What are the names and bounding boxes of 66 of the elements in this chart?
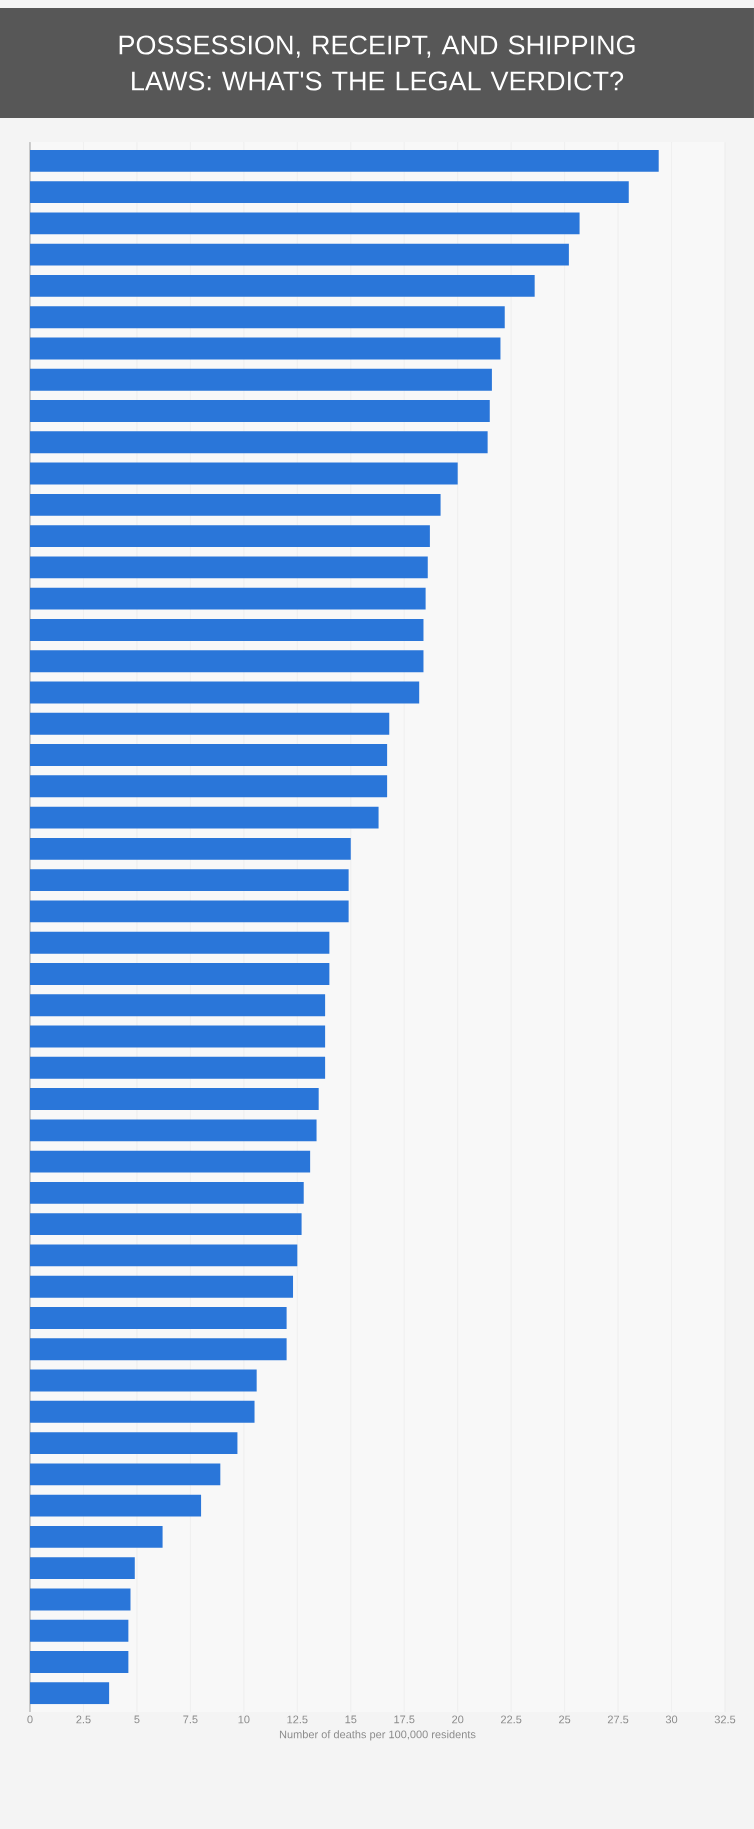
bar bbox=[30, 1088, 319, 1110]
x-tick-label: 30 bbox=[665, 1715, 678, 1724]
bar bbox=[30, 274, 535, 297]
bar bbox=[30, 744, 388, 766]
bar bbox=[30, 243, 569, 266]
x-tick-label: 0 bbox=[27, 1715, 33, 1724]
bar bbox=[30, 1494, 202, 1517]
bar bbox=[30, 931, 330, 954]
x-tick-label: 7.5 bbox=[183, 1715, 198, 1724]
bar bbox=[30, 1244, 298, 1267]
bar bbox=[30, 681, 420, 704]
bar bbox=[30, 1213, 302, 1236]
bar bbox=[30, 1307, 287, 1329]
x-tick-label: 10 bbox=[238, 1715, 250, 1724]
x-tick-label: 27.5 bbox=[607, 1715, 629, 1724]
x-tick-label: 22.5 bbox=[501, 1715, 522, 1724]
bar bbox=[30, 368, 492, 391]
bar bbox=[30, 1588, 131, 1611]
bar bbox=[30, 619, 424, 641]
bar bbox=[30, 963, 330, 985]
bar bbox=[30, 1525, 163, 1548]
bar bbox=[30, 525, 430, 548]
bar bbox=[30, 493, 441, 516]
bar bbox=[30, 1651, 129, 1673]
bar bbox=[30, 1682, 110, 1705]
bar bbox=[30, 400, 490, 422]
chart-title: POSSESSION, RECEIPT, AND SHIPPING LAWS: WHAT'S THE LEGAL VERDICT? bbox=[119, 35, 635, 91]
bar bbox=[30, 1369, 257, 1392]
bar bbox=[30, 869, 349, 892]
bar bbox=[30, 712, 390, 735]
bar bbox=[30, 1119, 317, 1142]
bar bbox=[30, 431, 488, 454]
x-tick-label: 2.5 bbox=[76, 1715, 91, 1724]
bar bbox=[30, 1400, 255, 1423]
bar bbox=[30, 1619, 129, 1642]
x-axis-title: Number of deaths per 100,000 residents bbox=[279, 1730, 476, 1741]
bar bbox=[30, 1275, 294, 1298]
x-tick-label: 20 bbox=[452, 1715, 464, 1724]
bar bbox=[30, 556, 428, 579]
bar bbox=[30, 149, 659, 172]
bar bbox=[30, 1056, 326, 1079]
bar bbox=[30, 806, 379, 829]
bar bbox=[30, 462, 458, 485]
bar bbox=[30, 1557, 135, 1580]
bar bbox=[30, 900, 349, 923]
x-tick-label: 15 bbox=[345, 1715, 357, 1724]
x-tick-label: 12.5 bbox=[287, 1715, 308, 1724]
bar bbox=[30, 1150, 311, 1173]
bar bbox=[30, 1463, 221, 1486]
bar bbox=[30, 587, 426, 610]
x-tick-label: 32.5 bbox=[714, 1715, 736, 1724]
x-tick-label: 17.5 bbox=[394, 1715, 415, 1724]
bar bbox=[30, 994, 326, 1017]
bar bbox=[30, 1432, 238, 1455]
bar bbox=[30, 1025, 326, 1048]
bar bbox=[30, 1181, 304, 1204]
bar bbox=[30, 181, 629, 204]
bar bbox=[30, 837, 351, 860]
bar bbox=[30, 337, 501, 360]
bar bbox=[30, 650, 424, 673]
x-tick-label: 25 bbox=[559, 1715, 571, 1724]
bar bbox=[30, 212, 580, 235]
x-tick-label: 5 bbox=[134, 1715, 140, 1724]
bar bbox=[30, 1338, 287, 1361]
bar bbox=[30, 775, 388, 798]
bar bbox=[30, 306, 505, 329]
